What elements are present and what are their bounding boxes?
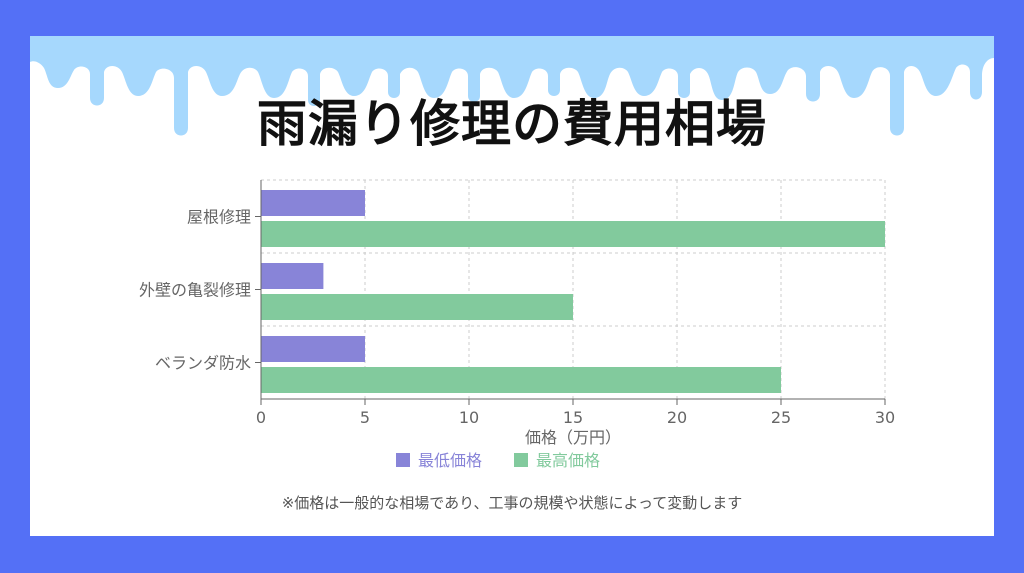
legend-swatch — [514, 453, 528, 467]
drip-decoration — [30, 36, 994, 136]
bar-min — [261, 190, 365, 216]
page-title: 雨漏り修理の費用相場 — [257, 95, 767, 153]
x-tick-label: 20 — [667, 408, 687, 427]
x-axis-label: 価格（万円） — [525, 428, 621, 447]
y-tick-label: ベランダ防水 — [155, 354, 251, 373]
x-tick-label: 5 — [360, 408, 370, 427]
bar-max — [261, 367, 781, 393]
x-tick-label: 30 — [875, 408, 895, 427]
legend-label: 最高価格 — [536, 451, 600, 470]
x-tick-label: 10 — [459, 408, 479, 427]
y-tick-label: 屋根修理 — [187, 208, 251, 227]
bar-min — [261, 336, 365, 362]
x-tick-label: 25 — [771, 408, 791, 427]
x-tick-label: 0 — [256, 408, 266, 427]
footnote: ※価格は一般的な相場であり、工事の規模や状態によって変動します — [281, 494, 743, 512]
legend-swatch — [396, 453, 410, 467]
x-tick-label: 15 — [563, 408, 583, 427]
legend-label: 最低価格 — [418, 451, 482, 470]
bar-max — [261, 294, 573, 320]
chart-card: 雨漏り修理の費用相場 屋根修理外壁の亀裂修理ベランダ防水 0 5 10 15 20 25 30… — [30, 36, 994, 536]
bar-min — [261, 263, 324, 289]
bar-max — [261, 221, 885, 247]
y-tick-label: 外壁の亀裂修理 — [139, 281, 251, 300]
